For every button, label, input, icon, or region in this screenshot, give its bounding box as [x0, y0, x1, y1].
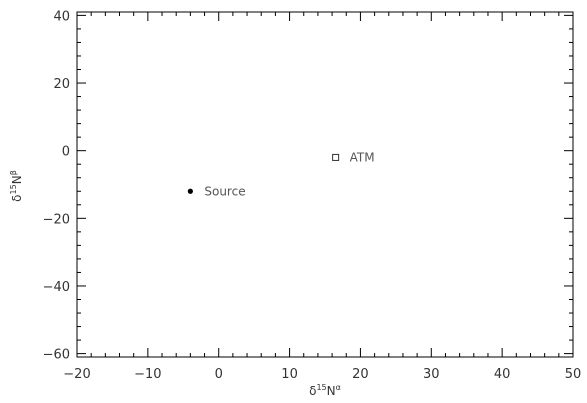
x-tick-label: −20 — [63, 367, 90, 382]
y-tick-label: 20 — [53, 77, 70, 92]
x-tick-label: −10 — [134, 367, 161, 382]
data-point-source — [187, 188, 193, 194]
y-axis-ticks — [77, 14, 573, 355]
y-tick-label: −60 — [43, 348, 70, 363]
y-axis-title: δ15Nβ — [9, 170, 24, 202]
x-tick-label: 0 — [215, 367, 223, 382]
data-point-label: Source — [204, 184, 245, 198]
x-axis-ticks — [76, 12, 574, 357]
x-tick-label: 30 — [423, 367, 440, 382]
x-axis-tick-labels: −20 −10 0 10 20 30 40 50 — [63, 367, 581, 382]
plot-frame — [76, 11, 574, 358]
y-axis-tick-labels: −60 −40 −20 0 20 40 — [43, 9, 70, 362]
x-axis-title: δ15Nα — [309, 383, 341, 398]
x-tick-label: 40 — [494, 367, 511, 382]
x-tick-label: 50 — [565, 367, 582, 382]
x-tick-label: 20 — [352, 367, 369, 382]
data-point-label: ATM — [350, 150, 375, 164]
data-point-atm — [332, 153, 340, 161]
y-tick-label: −40 — [43, 280, 70, 295]
x-tick-label: 10 — [281, 367, 298, 382]
data-points: Source ATM — [187, 150, 375, 198]
y-tick-label: 40 — [53, 9, 70, 24]
y-tick-label: −20 — [43, 212, 70, 227]
y-tick-label: 0 — [62, 145, 70, 160]
